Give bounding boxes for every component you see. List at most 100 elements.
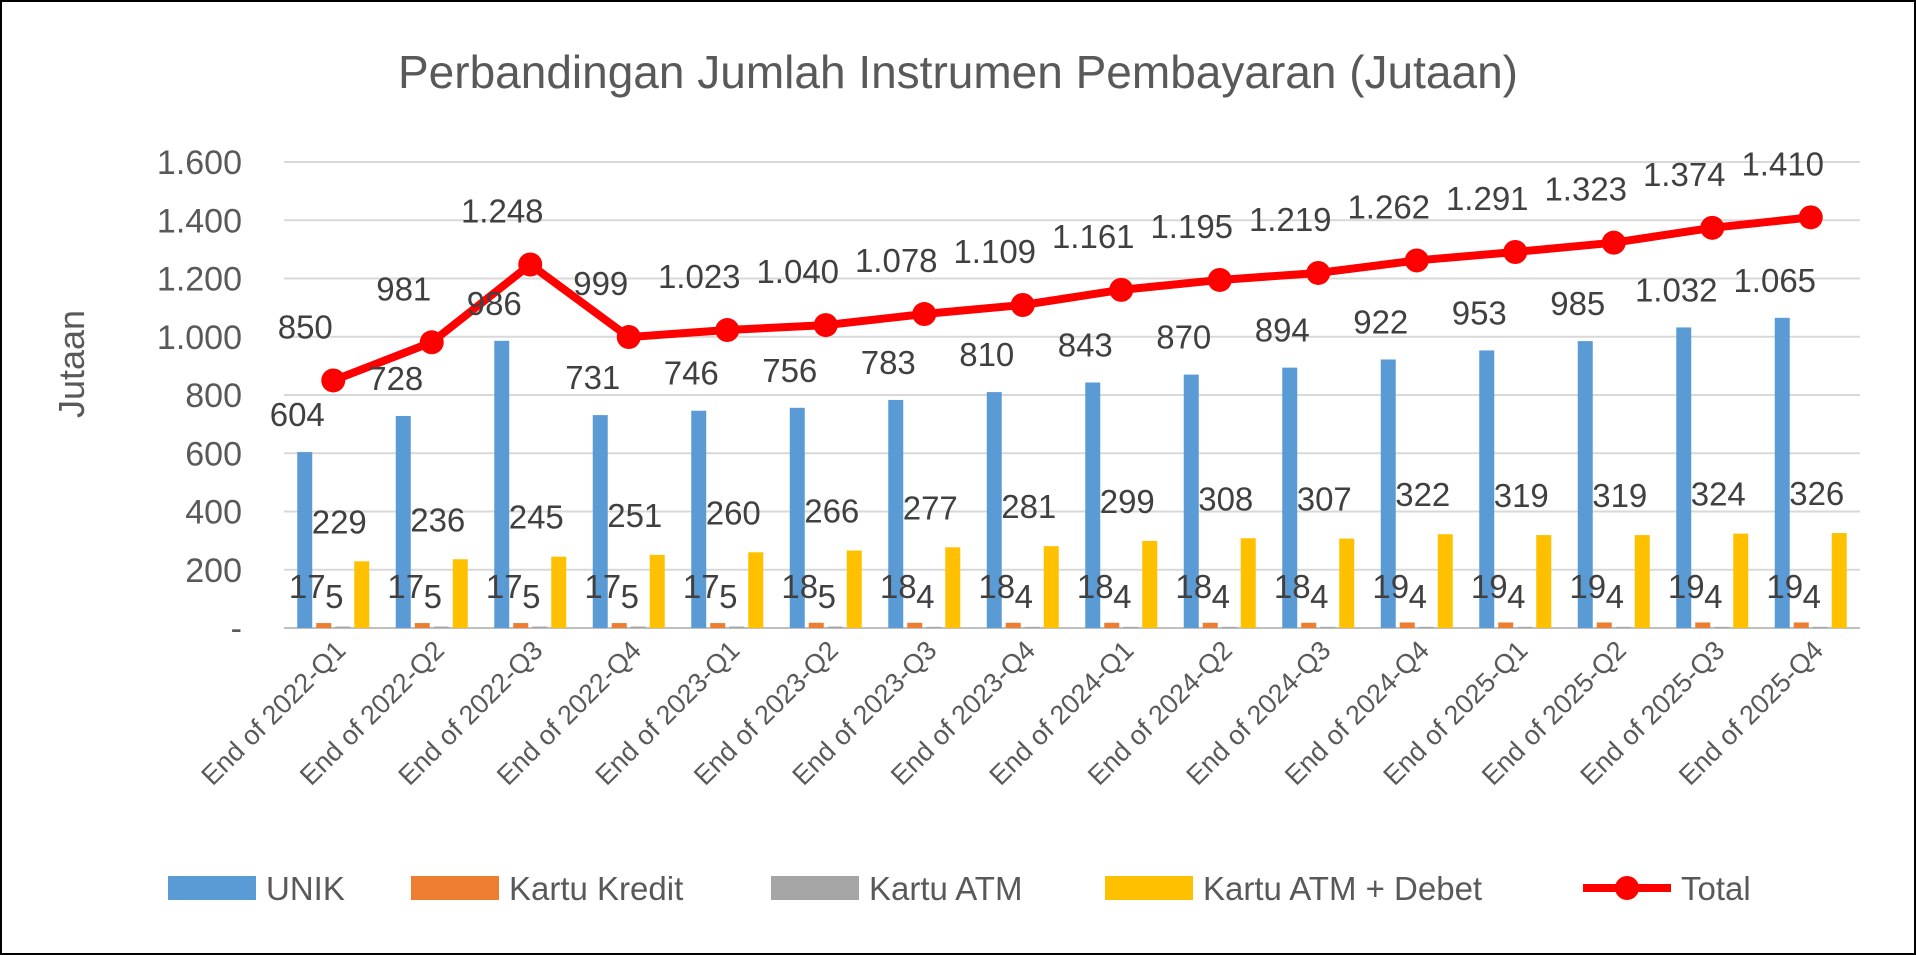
bar-kartu-kredit	[710, 623, 726, 628]
data-label-kartu-atm-debet: 307	[1297, 481, 1352, 518]
bar-unik	[1282, 367, 1298, 628]
data-label-kartu-atm: 5	[719, 578, 737, 615]
total-point	[715, 318, 740, 343]
data-label-kartu-atm-debet: 324	[1691, 476, 1746, 513]
bar-kartu-atm-debet	[1634, 535, 1650, 628]
data-label-total: 1.078	[855, 242, 938, 279]
total-point	[419, 330, 444, 355]
data-label-total: 1.023	[658, 258, 741, 295]
total-line-series	[321, 205, 1823, 393]
legend-marker	[1615, 876, 1639, 900]
y-axis-title: Jutaan	[51, 310, 92, 418]
y-tick-label: 600	[185, 435, 242, 473]
bar-kartu-atm	[1221, 626, 1237, 628]
data-label-kartu-atm-debet: 326	[1789, 475, 1844, 512]
bar-kartu-kredit	[1793, 622, 1809, 628]
data-label-kartu-kredit: 17	[584, 568, 621, 605]
data-label-unik: 728	[368, 360, 423, 397]
bar-unik	[395, 415, 411, 628]
data-label-kartu-atm-debet: 319	[1494, 477, 1549, 514]
bar-unik	[1577, 341, 1593, 628]
bar-kartu-kredit	[316, 623, 332, 628]
data-label-kartu-kredit: 17	[683, 568, 720, 605]
data-label-unik: 810	[959, 336, 1014, 373]
bar-kartu-atm	[827, 626, 843, 628]
data-label-kartu-kredit: 18	[1077, 568, 1114, 605]
bar-kartu-kredit	[1399, 622, 1415, 628]
data-label-kartu-atm-debet: 299	[1100, 483, 1155, 520]
data-label-unik: 756	[762, 352, 817, 389]
data-label-kartu-atm: 5	[621, 578, 639, 615]
bar-kartu-atm-debet	[1240, 538, 1256, 628]
bar-kartu-kredit	[907, 622, 923, 628]
bar-kartu-atm-debet	[649, 554, 665, 628]
bar-kartu-atm	[1615, 626, 1631, 628]
data-label-kartu-atm-debet: 251	[607, 497, 662, 534]
bar-unik	[494, 340, 510, 628]
bar-unik	[592, 415, 608, 628]
legend: UNIK Kartu Kredit Kartu ATM Kartu ATM + Deb…	[168, 870, 1751, 907]
y-tick-label: 1.200	[157, 261, 242, 299]
data-label-kartu-atm: 4	[1015, 578, 1033, 615]
bar-series	[297, 317, 1847, 628]
bar-kartu-atm-debet	[945, 547, 961, 628]
data-label-kartu-atm-debet: 308	[1198, 480, 1253, 517]
bar-kartu-kredit	[1596, 622, 1612, 628]
bar-kartu-kredit	[513, 623, 529, 628]
bar-kartu-kredit	[611, 623, 627, 628]
bar-kartu-atm-debet	[1339, 538, 1355, 628]
data-label-total: 1.161	[1052, 218, 1135, 255]
total-point	[1601, 230, 1626, 255]
legend-label: UNIK	[266, 870, 345, 907]
bar-kartu-atm	[1123, 626, 1139, 628]
data-label-unik: 953	[1452, 294, 1507, 331]
data-label-unik: 870	[1156, 319, 1211, 356]
total-point	[912, 302, 937, 327]
bar-unik	[1676, 327, 1692, 628]
legend-swatch	[1105, 876, 1193, 900]
total-point	[1109, 277, 1134, 302]
bar-kartu-atm-debet	[846, 550, 862, 628]
bar-kartu-kredit	[808, 622, 824, 628]
data-label-total: 1.374	[1643, 156, 1726, 193]
bar-kartu-atm	[926, 626, 942, 628]
total-point	[616, 325, 641, 350]
bar-kartu-kredit	[1695, 622, 1711, 628]
data-label-kartu-atm: 4	[916, 578, 934, 615]
data-label-kartu-atm: 4	[1606, 578, 1624, 615]
bar-kartu-atm	[1714, 626, 1730, 628]
data-label-total: 850	[278, 308, 333, 345]
data-label-kartu-kredit: 18	[880, 568, 917, 605]
data-label-total: 1.040	[756, 253, 839, 290]
bar-kartu-atm	[532, 626, 548, 628]
bar-unik	[691, 410, 707, 628]
y-tick-label: 400	[185, 494, 242, 532]
data-label-kartu-kredit: 17	[387, 568, 424, 605]
y-tick-label: 1.600	[157, 144, 242, 182]
bar-unik	[789, 407, 805, 628]
data-label-kartu-atm: 4	[1212, 578, 1230, 615]
data-label-kartu-atm-debet: 281	[1001, 488, 1056, 525]
data-label-total: 1.248	[461, 193, 544, 230]
data-label-kartu-kredit: 19	[1569, 568, 1606, 605]
bar-kartu-atm	[335, 626, 351, 628]
bar-kartu-kredit	[1202, 622, 1218, 628]
bar-kartu-atm	[1024, 626, 1040, 628]
data-label-unik: 1.032	[1635, 271, 1718, 308]
total-point	[1798, 205, 1823, 230]
data-label-total: 1.262	[1347, 188, 1430, 225]
bar-kartu-atm-debet	[1733, 533, 1749, 628]
y-tick-label: -	[231, 610, 242, 648]
bar-kartu-atm	[729, 626, 745, 628]
data-label-unik: 604	[270, 396, 325, 433]
bar-unik	[888, 399, 904, 628]
total-point	[813, 313, 838, 338]
data-label-total: 1.219	[1249, 201, 1332, 238]
data-label-total: 1.291	[1446, 180, 1529, 217]
data-label-unik: 985	[1550, 285, 1605, 322]
data-label-total: 981	[376, 270, 431, 307]
y-axis-ticks: - 200 400 600 800 1.000 1.200 1.400 1.600	[157, 144, 242, 648]
legend-swatch	[168, 876, 256, 900]
bar-kartu-atm-debet	[1437, 534, 1453, 628]
